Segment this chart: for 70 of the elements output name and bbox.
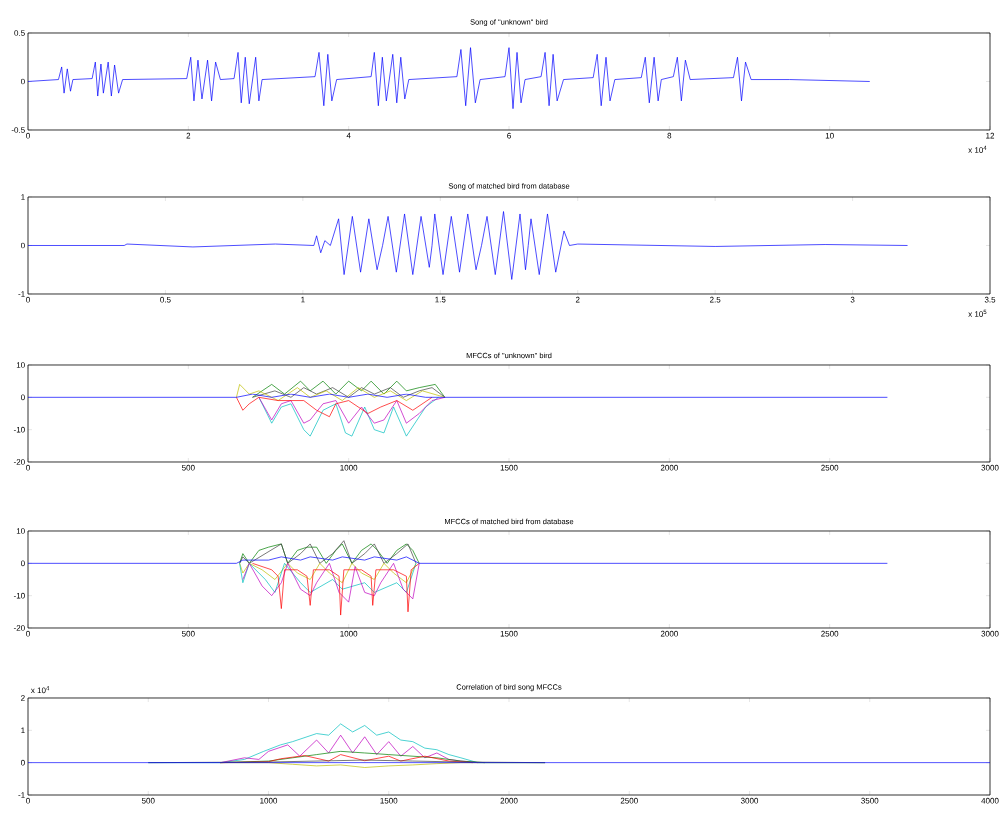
x-tick-label: 500 <box>181 630 195 637</box>
text: x 10$^{5}$ <box>968 309 987 317</box>
x-tick-label: 3000 <box>740 797 759 804</box>
line-series <box>242 562 420 603</box>
x-tick-label: 0 <box>26 464 30 471</box>
x-tick-label: 3000 <box>981 630 999 637</box>
x-tick-label: 1 <box>301 296 305 303</box>
y-tick-label: -0.5 <box>11 127 25 133</box>
x-tick-label: 1000 <box>340 630 358 637</box>
x-tick-label: 2000 <box>660 464 678 471</box>
y-tick-label: 0 <box>21 759 25 766</box>
x-tick-label: 10 <box>825 132 834 139</box>
x-tick-label: 2.5 <box>710 296 721 303</box>
x-tick-label: 1500 <box>500 630 518 637</box>
y-tick-label: 0 <box>21 242 25 249</box>
line-series <box>252 380 446 398</box>
y-tick-label: -20 <box>13 625 25 631</box>
x-tick-label: 0 <box>26 797 30 804</box>
y-tick-label: -1 <box>18 291 25 297</box>
text: x 10$^{4}$ <box>30 686 50 694</box>
x-tick-label: 3.5 <box>984 296 996 303</box>
x-tick-label: 12 <box>986 132 995 139</box>
x-tick-label: 8 <box>667 132 672 139</box>
x-tick-label: 500 <box>181 464 195 471</box>
x-tick-label: 2 <box>575 296 580 303</box>
y-tick-label: -1 <box>18 792 25 798</box>
line-series <box>239 562 417 584</box>
line-series <box>28 47 871 109</box>
y-tick-label: -20 <box>13 459 25 465</box>
y-tick-label: 0 <box>21 78 25 85</box>
y-tick-label: 0 <box>21 560 25 567</box>
line-series <box>258 396 446 424</box>
x-tick-label: 0 <box>26 132 30 139</box>
y-tick-label: 10 <box>16 528 25 534</box>
x-tick-label: 1000 <box>340 464 358 471</box>
y-tick-label: -10 <box>13 592 25 599</box>
line-series <box>28 211 908 280</box>
text: x 10$^{4}$ <box>968 145 987 153</box>
y-tick-label: 2 <box>21 695 25 701</box>
line-series <box>239 562 417 593</box>
y-tick-label: 0.5 <box>14 30 25 36</box>
x-tick-label: 6 <box>507 132 511 139</box>
x-tick-label: 4000 <box>981 797 999 804</box>
x-tick-label: 1000 <box>260 797 278 804</box>
x-tick-label: 2000 <box>500 797 518 804</box>
x-tick-label: 0.5 <box>160 296 171 303</box>
y-tick-label: 0 <box>21 394 25 401</box>
x-tick-label: 1.5 <box>435 296 446 303</box>
x-tick-label: 3500 <box>861 797 879 804</box>
y-tick-label: 10 <box>16 362 25 368</box>
y-tick-label: 1 <box>21 194 25 200</box>
x-tick-label: 2500 <box>821 630 839 637</box>
x-tick-label: 2500 <box>620 797 638 804</box>
x-tick-label: 2500 <box>821 464 839 471</box>
x-tick-label: 500 <box>141 797 155 804</box>
line-series <box>236 384 446 401</box>
y-tick-label: -10 <box>13 426 25 433</box>
y-tick-label: 1 <box>21 727 25 734</box>
x-tick-label: 3000 <box>981 464 999 471</box>
line-series <box>252 562 420 616</box>
x-tick-label: 2000 <box>660 630 678 637</box>
line-series <box>252 387 446 398</box>
x-tick-label: 0 <box>26 296 30 303</box>
x-tick-label: 3 <box>850 296 855 303</box>
x-tick-label: 1500 <box>500 464 518 471</box>
line-series <box>236 396 433 418</box>
x-tick-label: 4 <box>346 132 351 139</box>
x-tick-label: 1500 <box>380 797 398 804</box>
x-tick-label: 0 <box>26 630 30 637</box>
x-tick-label: 2 <box>186 132 191 139</box>
